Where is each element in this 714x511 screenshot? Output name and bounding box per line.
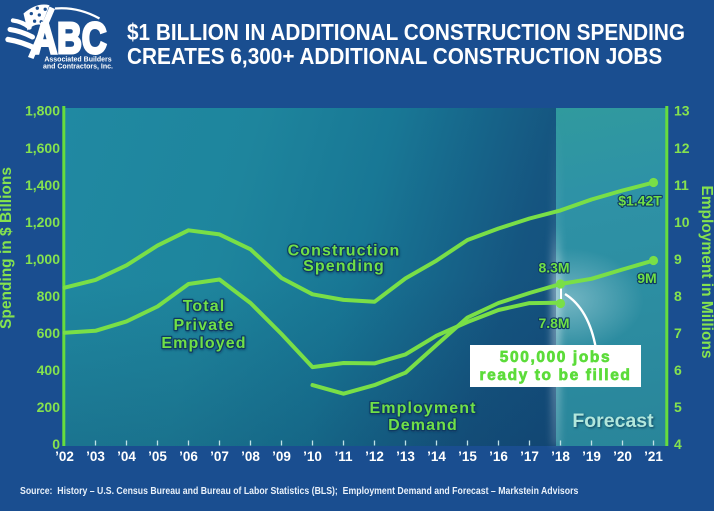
svg-text:600: 600 [37, 325, 61, 341]
svg-text:’17: ’17 [520, 449, 539, 464]
svg-text:’21: ’21 [644, 449, 663, 464]
svg-text:1,600: 1,600 [25, 140, 60, 156]
svg-text:’09: ’09 [272, 449, 291, 464]
svg-text:500,000 jobs: 500,000 jobs [500, 349, 611, 366]
svg-text:Forecast: Forecast [572, 410, 654, 432]
svg-text:8: 8 [674, 288, 682, 304]
svg-text:800: 800 [37, 288, 61, 304]
svg-text:’02: ’02 [55, 449, 74, 464]
svg-text:200: 200 [37, 399, 61, 415]
svg-text:12: 12 [674, 140, 690, 156]
svg-text:1,800: 1,800 [25, 103, 60, 119]
svg-text:Demand: Demand [388, 417, 458, 434]
svg-text:Construction: Construction [288, 243, 401, 260]
svg-text:1,000: 1,000 [25, 251, 60, 267]
svg-text:Employment in Millions: Employment in Millions [698, 185, 714, 358]
svg-text:’04: ’04 [117, 449, 136, 464]
svg-text:’20: ’20 [613, 449, 632, 464]
svg-text:’15: ’15 [458, 449, 477, 464]
svg-text:0: 0 [52, 436, 60, 452]
svg-text:1,400: 1,400 [25, 177, 60, 193]
svg-text:’03: ’03 [86, 449, 105, 464]
svg-text:Spending in $ Billions: Spending in $ Billions [0, 167, 15, 329]
svg-text:’18: ’18 [551, 449, 570, 464]
svg-text:’08: ’08 [241, 449, 260, 464]
svg-text:5: 5 [674, 399, 682, 415]
svg-text:7: 7 [674, 325, 682, 341]
svg-text:11: 11 [674, 177, 689, 193]
svg-text:’05: ’05 [148, 449, 167, 464]
svg-text:’14: ’14 [427, 449, 446, 464]
svg-text:Total: Total [183, 298, 226, 315]
svg-text:8.3M: 8.3M [538, 260, 569, 276]
svg-text:4: 4 [674, 436, 682, 452]
svg-text:Associated Builders: Associated Builders [44, 57, 111, 64]
svg-text:’13: ’13 [396, 449, 415, 464]
svg-text:Employed: Employed [161, 335, 246, 352]
svg-text:Private: Private [173, 317, 234, 334]
svg-text:1,200: 1,200 [25, 214, 60, 230]
svg-text:ready to be filled: ready to be filled [480, 367, 632, 384]
svg-text:13: 13 [674, 103, 690, 119]
svg-text:10: 10 [674, 214, 690, 230]
svg-text:400: 400 [37, 362, 61, 378]
svg-text:’06: ’06 [179, 449, 198, 464]
svg-text:Spending: Spending [303, 258, 385, 275]
svg-text:6: 6 [674, 362, 682, 378]
svg-text:9M: 9M [637, 270, 656, 286]
svg-text:and Contractors, Inc.: and Contractors, Inc. [43, 64, 113, 71]
svg-text:’07: ’07 [210, 449, 229, 464]
svg-text:’19: ’19 [582, 449, 601, 464]
svg-text:9: 9 [674, 251, 682, 267]
svg-text:’11: ’11 [334, 449, 353, 464]
svg-text:7.8M: 7.8M [538, 315, 569, 331]
svg-text:Employment: Employment [369, 400, 476, 417]
svg-text:$1.42T: $1.42T [618, 193, 662, 209]
svg-text:’12: ’12 [365, 449, 384, 464]
svg-text:’16: ’16 [489, 449, 508, 464]
svg-text:ABC: ABC [33, 14, 107, 63]
svg-text:’10: ’10 [303, 449, 322, 464]
